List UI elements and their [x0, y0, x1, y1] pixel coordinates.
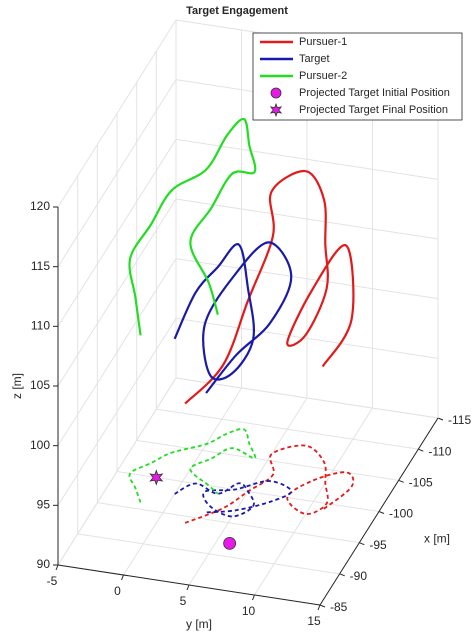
projected-trajectory [174, 480, 293, 518]
x-tick-label: -85 [330, 600, 348, 614]
y-tick [252, 594, 255, 601]
z-tick-label: 100 [30, 438, 50, 452]
plot [128, 117, 355, 550]
x-axis [319, 417, 439, 606]
trajectory [128, 117, 257, 336]
x-tick-label: -110 [428, 444, 451, 458]
y-tick [186, 584, 190, 591]
z-tick-label: 120 [30, 199, 50, 213]
legend-label: Projected Target Final Position [299, 104, 448, 116]
grid-line [57, 198, 177, 387]
projected-trajectory [128, 428, 257, 503]
z-tick-label: 95 [37, 498, 51, 512]
grid-line [57, 318, 177, 506]
x-tick [378, 511, 385, 514]
x-axis-label: x [m] [424, 532, 450, 546]
grid-line [254, 407, 373, 596]
y-tick [55, 564, 59, 571]
y-tick [317, 604, 321, 611]
legend-label: Pursuer-2 [299, 70, 347, 82]
grid-line [57, 19, 177, 208]
x-tick [339, 573, 345, 577]
y-tick [121, 574, 124, 581]
x-tick-label: -115 [448, 413, 471, 427]
legend-swatch [270, 87, 282, 99]
z-axis-label: z [m] [10, 373, 24, 399]
grid-line [123, 387, 242, 576]
y-tick-label: 15 [307, 614, 321, 628]
grid-line [57, 79, 177, 267]
initial-marker [223, 536, 237, 550]
y-tick-label: -5 [47, 574, 58, 588]
grid-line [175, 377, 439, 419]
y-axis-label: y [m] [186, 617, 212, 631]
x-tick-label: -100 [389, 507, 413, 521]
grid-line [57, 258, 177, 446]
x-tick [437, 417, 444, 421]
x-tick-label: -105 [409, 476, 433, 490]
grid: -115 -110 -105 -100 -95 -90 -85 -5 0 5 10 15 90 95 100… [10, 19, 471, 631]
x-tick [418, 448, 424, 452]
y-tick-label: 0 [114, 584, 121, 598]
x-tick-label: -90 [350, 569, 368, 583]
legend-label: Pursuer-1 [299, 36, 347, 48]
z-tick-label: 90 [37, 557, 51, 571]
grid-line [57, 139, 177, 327]
y-tick-label: 5 [180, 594, 187, 608]
z-tick-label: 105 [30, 378, 50, 392]
y-axis [57, 564, 321, 606]
legend-label: Projected Target Initial Position [299, 87, 450, 99]
final-marker [149, 469, 164, 486]
legend: Pursuer-1 Target Pursuer-2 Projected Target… [252, 32, 463, 121]
x-tick [359, 542, 365, 546]
y-tick-label: 10 [242, 604, 256, 618]
x-tick [319, 604, 326, 608]
z-tick-label: 115 [31, 259, 50, 273]
projected-trajectory [184, 444, 355, 524]
trajectory [184, 170, 355, 405]
grid-line [175, 317, 439, 359]
x-tick-label: -95 [369, 538, 387, 552]
z-tick-label: 110 [31, 319, 50, 333]
legend-swatch [269, 102, 283, 118]
legend-label: Target [299, 53, 330, 65]
trajectory [173, 241, 293, 394]
chart-title: Target Engagement [186, 5, 288, 17]
grid-line [175, 198, 439, 240]
grid-line [57, 377, 177, 566]
x-tick [398, 479, 404, 483]
